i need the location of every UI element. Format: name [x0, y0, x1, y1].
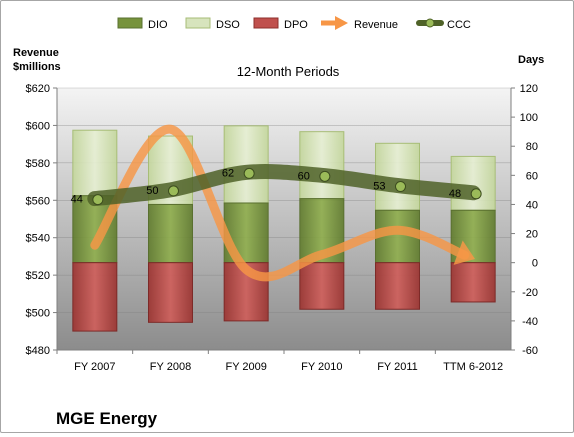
left-tick-label: $580	[26, 158, 50, 170]
plot-area	[57, 88, 511, 350]
x-tick-label: FY 2007	[74, 361, 115, 373]
company-name: MGE Energy	[56, 409, 158, 428]
right-tick-label: 20	[526, 229, 538, 241]
ccc-data-label: 44	[71, 194, 83, 206]
bar-dio	[149, 204, 193, 262]
right-tick-label: 40	[526, 199, 538, 211]
bar-dso	[300, 132, 344, 199]
legend-label-revenue: Revenue	[354, 19, 398, 31]
legend-item-ccc: CCC	[419, 19, 471, 31]
left-tick-label: $620	[26, 83, 50, 95]
left-axis-title-line2: $millions	[13, 61, 61, 73]
left-axis-title-line1: Revenue	[13, 47, 59, 59]
left-tick-label: $600	[26, 120, 50, 132]
x-tick-label: TTM 6-2012	[443, 361, 503, 373]
x-tick-label: FY 2009	[225, 361, 266, 373]
left-tick-label: $500	[26, 308, 50, 320]
x-tick-label: FY 2008	[150, 361, 191, 373]
ccc-data-label: 53	[373, 181, 385, 193]
bar-dpo	[376, 263, 420, 310]
right-tick-label: -20	[522, 287, 538, 299]
legend-label-dso: DSO	[216, 19, 240, 31]
ccc-point	[471, 189, 481, 199]
bar-dpo	[451, 263, 495, 302]
left-tick-label: $560	[26, 195, 50, 207]
chart-title: 12-Month Periods	[237, 64, 340, 79]
right-tick-label: 80	[526, 141, 538, 153]
legend-item-dio: DIO	[118, 18, 168, 31]
legend-item-revenue: Revenue	[321, 16, 398, 31]
bar-dso	[73, 130, 117, 196]
right-tick-label: 60	[526, 170, 538, 182]
legend-label-dpo: DPO	[284, 19, 308, 31]
legend-label-ccc: CCC	[447, 19, 471, 31]
ccc-point	[396, 182, 406, 192]
x-tick-label: FY 2011	[377, 361, 418, 373]
ccc-point	[169, 186, 179, 196]
right-axis-title: Days	[518, 54, 544, 66]
left-tick-label: $520	[26, 270, 50, 282]
x-tick-label: FY 2010	[301, 361, 342, 373]
ccc-point	[93, 195, 103, 205]
right-tick-label: -40	[522, 316, 538, 328]
legend-item-dpo: DPO	[254, 18, 308, 31]
ccc-point	[244, 168, 254, 178]
legend: DIO DSO DPO Revenue CCC	[118, 16, 471, 31]
right-tick-label: 120	[520, 83, 538, 95]
ccc-data-label: 62	[222, 167, 234, 179]
legend-label-dio: DIO	[148, 19, 168, 31]
left-tick-label: $540	[26, 233, 50, 245]
right-tick-label: -60	[522, 345, 538, 357]
ccc-data-label: 48	[449, 188, 461, 200]
right-tick-label: 100	[520, 112, 538, 124]
right-tick-label: 0	[532, 258, 538, 270]
left-tick-label: $480	[26, 345, 50, 357]
ccc-point	[320, 171, 330, 181]
bar-dpo	[149, 263, 193, 323]
bar-dso	[451, 156, 495, 210]
legend-item-dso: DSO	[186, 18, 240, 31]
bar-dpo	[73, 263, 117, 331]
ccc-data-label: 60	[298, 170, 310, 182]
ccc-data-label: 50	[146, 185, 158, 197]
bar-dpo	[300, 263, 344, 310]
